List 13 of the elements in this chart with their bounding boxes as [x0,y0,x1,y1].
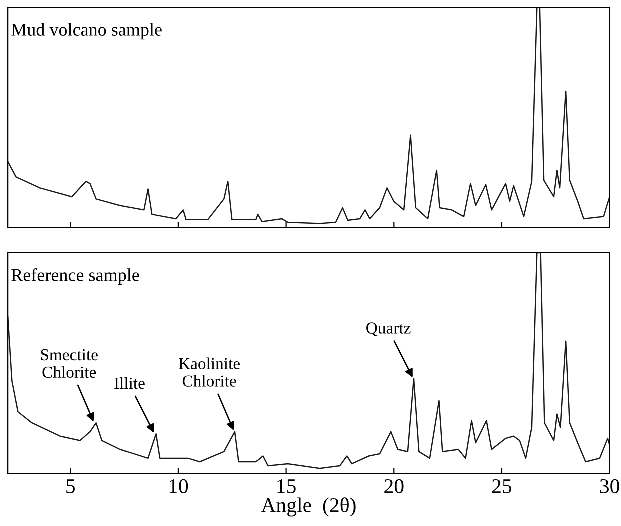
annotation: Smectite Chlorite [41,349,98,378]
annotation: Kaolinite Chlorite [179,358,240,387]
x-axis-title: Angle (2θ) [261,498,356,517]
x-tick-label: 25 [492,479,512,494]
x-tick-label: 15 [278,479,296,494]
annotation: Quartz [366,322,411,336]
annotation: Illite [114,377,145,390]
text: Mud volcano sample [12,23,162,40]
text: Reference sample [12,268,140,286]
x-tick-label: 5 [66,480,76,494]
x-tick-label: 20 [384,479,404,494]
x-tick-label: 10 [170,479,188,494]
x-tick-label: 30 [600,479,620,494]
